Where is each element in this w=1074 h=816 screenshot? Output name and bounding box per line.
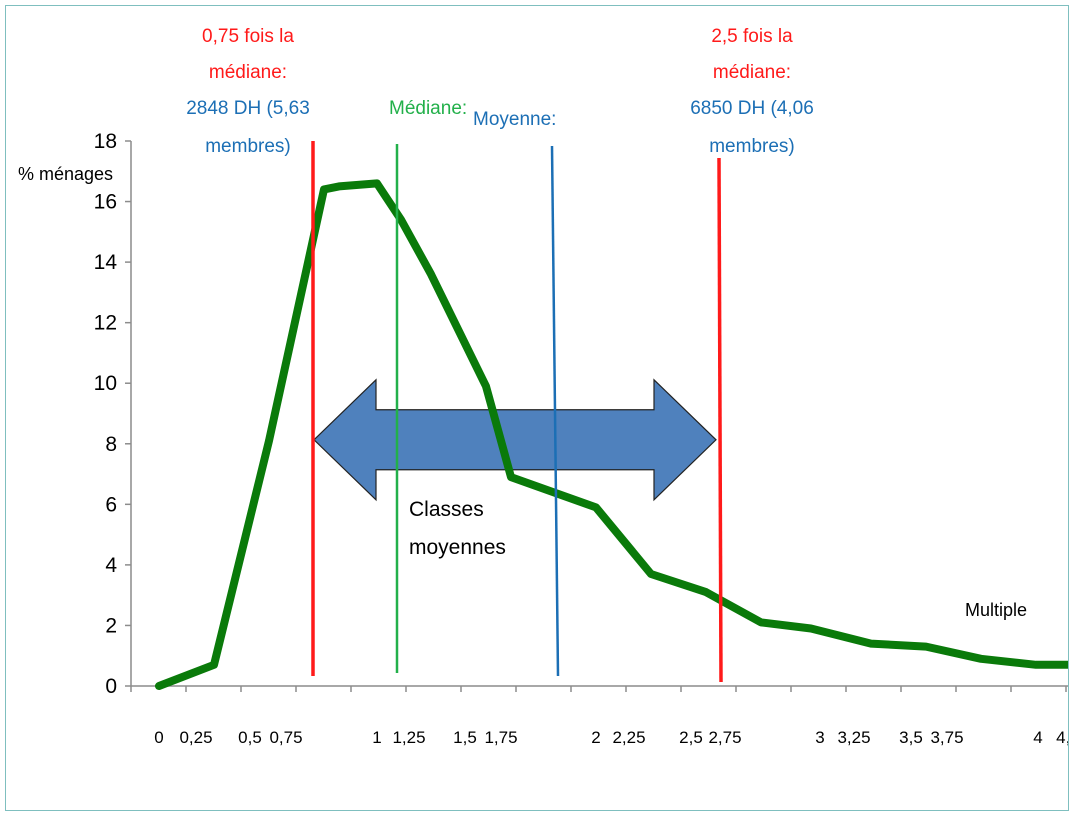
y-tick-label: 10 [94, 372, 117, 395]
x-tick-label: 3,75 [930, 728, 963, 747]
q25-label-line3: 6850 DH (4,06 [690, 98, 814, 119]
q25-label-line4: membres) [709, 136, 795, 157]
y-tick-label: 8 [105, 433, 117, 456]
line-chart: 0 2 4 6 8 10 12 14 16 18 0 0,25 0,5 0,75 1 1,25 1,5 1,75… [18, 26, 1069, 747]
x-tick-label: 1,75 [484, 728, 517, 747]
x-tick-label: 4 [1033, 728, 1042, 747]
middle-class-arrow [313, 378, 717, 502]
y-tick-label: 18 [94, 130, 117, 153]
q075-label-line1: 0,75 fois la [202, 26, 294, 47]
y-tick-label: 0 [105, 675, 117, 698]
y-tick-label: 16 [94, 191, 117, 214]
x-tick-label: 2,25 [612, 728, 645, 747]
x-tick-label: 0,5 [238, 728, 262, 747]
x-tick-label: 2,5 [679, 728, 703, 747]
mean-label: Moyenne: [473, 109, 556, 130]
classes-label-line2: moyennes [409, 536, 506, 559]
x-axis-title: Multiple [965, 600, 1027, 620]
vline-25-median [717, 157, 723, 683]
x-ticks: 0 0,25 0,5 0,75 1 1,25 1,5 1,75 2 2,25 2,5 2,75 3 3,2… [130, 686, 1069, 747]
y-tick-label: 2 [105, 614, 117, 637]
y-tick-label: 4 [105, 554, 117, 577]
x-tick-label: 1 [372, 728, 381, 747]
x-tick-label: 1,25 [392, 728, 425, 747]
q25-label-line2: médiane: [713, 62, 791, 83]
y-axis-title: % ménages [18, 164, 113, 184]
x-tick-label: 1,5 [453, 728, 477, 747]
x-tick-label: 3,5 [899, 728, 923, 747]
vline-mean [550, 145, 560, 677]
classes-label-line1: Classes [409, 498, 484, 521]
y-tick-label: 6 [105, 493, 117, 516]
q075-label-line4: membres) [205, 136, 291, 157]
x-tick-label: 4,2 [1056, 728, 1069, 747]
x-tick-label: 3,25 [837, 728, 870, 747]
x-tick-label: 2 [591, 728, 600, 747]
x-tick-label: 3 [815, 728, 824, 747]
x-tick-label: 0,75 [269, 728, 302, 747]
q075-label-line2: médiane: [209, 62, 287, 83]
chart-frame: 0 2 4 6 8 10 12 14 16 18 0 0,25 0,5 0,75 1 1,25 1,5 1,75… [5, 5, 1069, 811]
x-tick-label: 0 [154, 728, 163, 747]
x-tick-label: 2,75 [708, 728, 741, 747]
y-tick-label: 14 [94, 251, 118, 274]
y-ticks: 0 2 4 6 8 10 12 14 16 18 [94, 130, 131, 698]
series-line [155, 179, 1068, 690]
x-tick-label: 0,25 [179, 728, 212, 747]
q075-label-line3: 2848 DH (5,63 [186, 98, 310, 119]
y-tick-label: 12 [94, 312, 117, 335]
q25-label-line1: 2,5 fois la [711, 26, 793, 47]
median-label: Médiane: [389, 98, 467, 119]
